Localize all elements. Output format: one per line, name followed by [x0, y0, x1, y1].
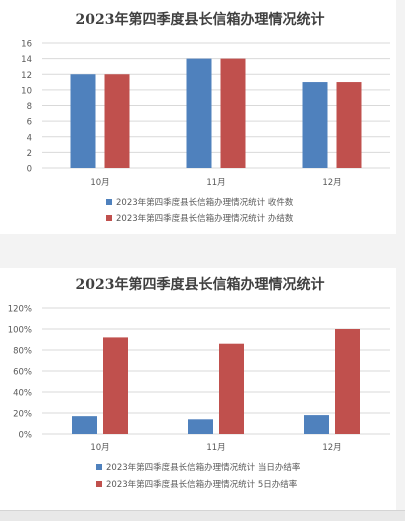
bar — [302, 82, 328, 168]
x-tick-label: 12月 — [322, 178, 341, 188]
y-tick-label: 60% — [13, 368, 32, 378]
legend-swatch — [96, 464, 102, 470]
y-tick-label: 6 — [27, 118, 32, 128]
legend-entry: 2023年第四季度县长信箱办理情况统计 5日办结率 — [106, 479, 298, 490]
x-tick-label: 11月 — [206, 443, 225, 453]
bar — [304, 415, 329, 434]
legend-swatch — [96, 481, 102, 487]
legend-entry: 2023年第四季度县长信箱办理情况统计 当日办结率 — [106, 462, 301, 473]
legend-swatch — [106, 215, 112, 221]
legend-entry: 2023年第四季度县长信箱办理情况统计 收件数 — [116, 197, 294, 208]
bar — [220, 58, 246, 168]
chart-1: 2023年第四季度县长信箱办理情况统计 0 2 4 6 8 10 12 14 16 10月 11月 12… — [21, 11, 390, 224]
bar — [219, 343, 244, 434]
chart-panel-2: 2023年第四季度县长信箱办理情况统计 0% 20% 40% 60% 80% 100% 120… — [0, 268, 396, 510]
y-tick-label: 14 — [21, 55, 32, 65]
bar — [335, 329, 360, 434]
bar — [103, 337, 128, 434]
y-tick-label: 10 — [21, 86, 32, 96]
chart-panel-1: 2023年第四季度县长信箱办理情况统计 0 2 4 6 8 10 12 14 16 10月 11月 12… — [0, 0, 396, 234]
bar — [104, 74, 130, 168]
chart-separator — [0, 234, 405, 268]
y-tick-label: 0 — [27, 165, 32, 175]
legend-entry: 2023年第四季度县长信箱办理情况统计 办结数 — [116, 213, 294, 224]
bar — [188, 419, 213, 434]
y-tick-label: 80% — [13, 347, 32, 357]
chart-title: 2023年第四季度县长信箱办理情况统计 — [76, 11, 325, 28]
x-tick-label: 10月 — [90, 178, 109, 188]
bar — [336, 82, 362, 168]
y-tick-label: 40% — [13, 389, 32, 399]
x-tick-label: 11月 — [206, 178, 225, 188]
y-tick-label: 12 — [21, 71, 32, 81]
legend-swatch — [106, 199, 112, 205]
y-tick-label: 120% — [8, 305, 32, 315]
y-tick-label: 8 — [27, 102, 32, 112]
y-tick-label: 4 — [27, 133, 32, 143]
y-tick-label: 100% — [8, 326, 32, 336]
bar — [72, 416, 97, 434]
chart-2: 2023年第四季度县长信箱办理情况统计 0% 20% 40% 60% 80% 100% 120… — [8, 276, 390, 490]
bottom-strip — [0, 510, 405, 521]
y-tick-label: 16 — [21, 40, 32, 50]
y-tick-label: 20% — [13, 410, 32, 420]
bar — [186, 58, 212, 168]
chart-title: 2023年第四季度县长信箱办理情况统计 — [76, 276, 325, 293]
bar — [70, 74, 96, 168]
y-tick-label: 2 — [27, 149, 32, 159]
y-tick-label: 0% — [19, 431, 33, 441]
x-tick-label: 12月 — [322, 443, 341, 453]
x-tick-label: 10月 — [90, 443, 109, 453]
